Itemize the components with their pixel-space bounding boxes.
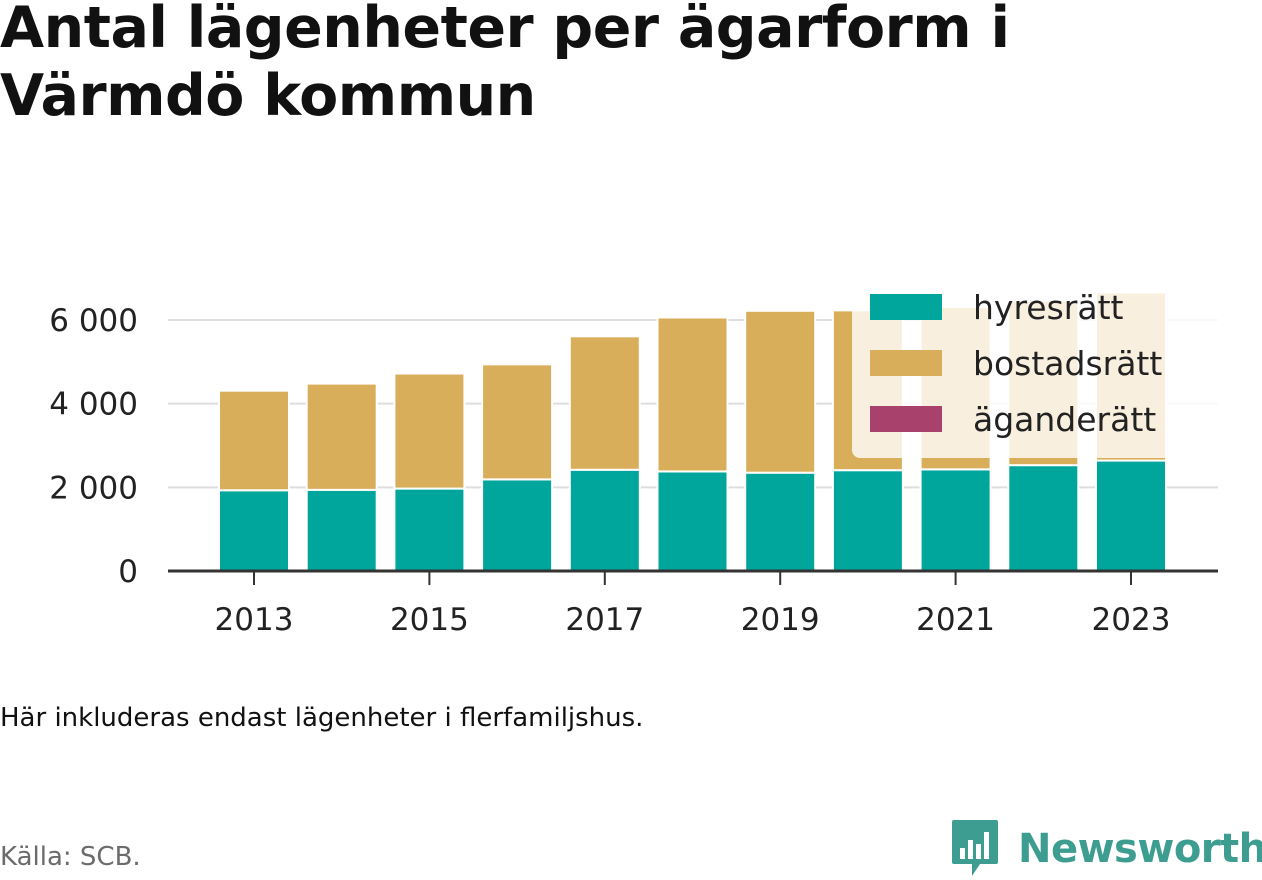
legend-swatch-hyresrätt xyxy=(870,294,942,320)
stacked-bar-chart: 0 2 000 4 000 6 000 2013 2015 2017 2019 2021 202… xyxy=(49,288,1218,638)
x-tick-label: 2021 xyxy=(916,602,995,638)
bar-bostadsrätt-2019 xyxy=(744,309,817,474)
brand-logo[interactable]: Newsworthy xyxy=(950,818,1262,880)
y-tick-label: 6 000 xyxy=(49,303,138,339)
legend-label-hyresrätt: hyresrätt xyxy=(973,288,1124,327)
bar-hyresrätt-2014 xyxy=(305,488,378,572)
bar-bostadsrätt-2014 xyxy=(305,382,378,491)
bar-hyresrätt-2023 xyxy=(1095,459,1167,572)
y-tick-label: 0 xyxy=(118,554,138,590)
legend-label-äganderätt: äganderätt xyxy=(973,400,1156,439)
bar-hyresrätt-2020 xyxy=(831,469,904,573)
bar-hyresrätt-2016 xyxy=(481,478,554,573)
chart-title: Antal lägenheter per ägarform i Värmdö k… xyxy=(0,0,1010,129)
y-tick-label: 4 000 xyxy=(49,387,138,423)
bar-bostadsrätt-2013 xyxy=(218,389,290,492)
bar-hyresrätt-2021 xyxy=(919,468,992,572)
x-tick-label: 2013 xyxy=(215,602,294,638)
bar-hyresrätt-2013 xyxy=(218,489,290,572)
brand-name: Newsworthy xyxy=(1018,826,1262,872)
bar-bostadsrätt-2018 xyxy=(656,316,729,473)
legend: hyresrätt bostadsrätt äganderätt xyxy=(852,288,1218,458)
bar-bostadsrätt-2016 xyxy=(481,363,554,481)
x-tick-label: 2023 xyxy=(1092,602,1171,638)
x-tick-label: 2015 xyxy=(390,602,469,638)
x-tick-label: 2019 xyxy=(741,602,820,638)
source-text: Källa: SCB. xyxy=(0,842,141,872)
bar-hyresrätt-2017 xyxy=(568,468,641,572)
bar-chart-speech-bubble-icon xyxy=(952,820,998,876)
x-axis-ticks: 2013 2015 2017 2019 2021 2023 xyxy=(215,571,1171,638)
legend-background xyxy=(852,288,1218,458)
bar-hyresrätt-2022 xyxy=(1007,464,1080,572)
legend-swatch-äganderätt xyxy=(870,406,942,432)
y-tick-label: 2 000 xyxy=(49,470,138,506)
y-axis-ticks: 0 2 000 4 000 6 000 xyxy=(49,303,138,590)
legend-label-bostadsrätt: bostadsrätt xyxy=(973,344,1162,383)
bar-hyresrätt-2015 xyxy=(393,487,466,573)
bar-bostadsrätt-2017 xyxy=(568,335,641,471)
x-tick-label: 2017 xyxy=(565,602,644,638)
bar-bostadsrätt-2015 xyxy=(393,372,466,490)
chart-note: Här inkluderas endast lägenheter i flerf… xyxy=(0,703,644,733)
legend-swatch-bostadsrätt xyxy=(870,350,942,376)
bar-hyresrätt-2019 xyxy=(744,471,817,573)
bar-hyresrätt-2018 xyxy=(656,470,729,573)
